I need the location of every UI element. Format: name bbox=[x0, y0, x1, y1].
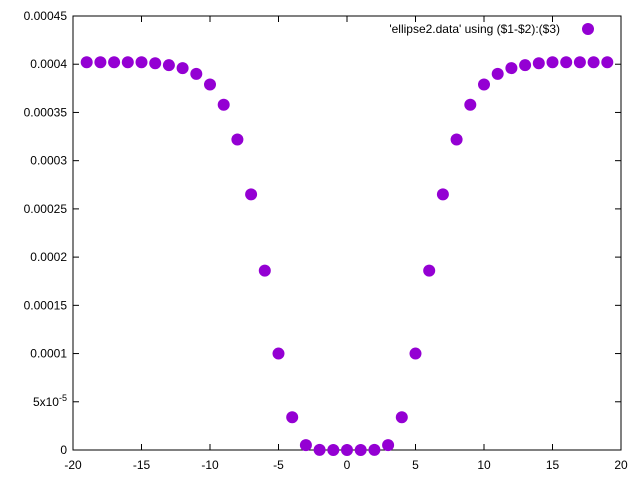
data-point bbox=[135, 56, 148, 69]
data-point bbox=[258, 264, 271, 277]
data-point bbox=[94, 56, 107, 69]
data-point bbox=[299, 439, 312, 452]
data-point bbox=[176, 62, 189, 75]
y-tick-label: 0.0004 bbox=[30, 57, 67, 71]
data-point bbox=[190, 67, 203, 80]
data-point bbox=[519, 59, 532, 72]
data-point bbox=[423, 264, 436, 277]
data-point bbox=[327, 444, 340, 456]
data-point bbox=[464, 98, 477, 111]
data-point bbox=[436, 188, 449, 201]
data-point bbox=[409, 347, 422, 360]
data-point bbox=[80, 56, 93, 69]
data-point bbox=[204, 78, 216, 91]
data-point bbox=[286, 411, 299, 424]
data-point bbox=[382, 439, 395, 452]
data-point bbox=[505, 62, 518, 75]
data-points bbox=[80, 56, 614, 456]
data-point bbox=[560, 56, 573, 69]
y-tick-label: 0.00045 bbox=[24, 9, 68, 23]
x-tick-label: -15 bbox=[133, 458, 151, 472]
data-point bbox=[368, 443, 381, 456]
data-point bbox=[532, 57, 545, 70]
y-tick-label: 0.0003 bbox=[30, 154, 67, 168]
y-tick-label: 0 bbox=[60, 443, 67, 457]
data-point bbox=[231, 133, 244, 146]
data-point bbox=[587, 56, 600, 69]
x-tick-label: 5 bbox=[412, 458, 419, 472]
data-point bbox=[354, 444, 367, 456]
x-tick-label: 0 bbox=[344, 458, 351, 472]
data-point bbox=[162, 59, 175, 72]
data-point bbox=[546, 56, 559, 69]
data-point bbox=[272, 347, 285, 360]
y-tick-label: 0.00015 bbox=[24, 298, 68, 312]
data-point bbox=[245, 188, 258, 201]
x-tick-label: 15 bbox=[546, 458, 560, 472]
x-tick-label: -5 bbox=[273, 458, 284, 472]
y-axis: 0 5x10-5 0.0001 0.00015 0.0002 0.00025 0.0003 0… bbox=[24, 9, 621, 457]
y-tick-label: 0.00025 bbox=[24, 202, 68, 216]
data-point bbox=[395, 411, 408, 424]
data-point bbox=[478, 78, 490, 91]
plot-border bbox=[72, 15, 622, 451]
data-point bbox=[313, 443, 326, 456]
plot-frame bbox=[72, 15, 622, 451]
x-axis: -20 -15 -10 -5 0 5 10 15 20 bbox=[64, 16, 628, 472]
y-tick-label: 0.0002 bbox=[30, 250, 67, 264]
legend-marker bbox=[582, 23, 594, 35]
data-point bbox=[108, 56, 121, 69]
data-point bbox=[491, 67, 504, 80]
data-point bbox=[573, 56, 586, 69]
y-tick-label: 0.0001 bbox=[30, 347, 67, 361]
legend-label: 'ellipse2.data' using ($1-$2):($3) bbox=[389, 22, 560, 36]
x-tick-label: 20 bbox=[614, 458, 628, 472]
x-tick-label: 10 bbox=[477, 458, 491, 472]
y-tick-label: 0.00035 bbox=[24, 105, 68, 119]
x-tick-label: -20 bbox=[64, 458, 82, 472]
legend: 'ellipse2.data' using ($1-$2):($3) bbox=[389, 22, 594, 36]
data-point bbox=[149, 57, 162, 70]
data-point bbox=[450, 133, 463, 146]
x-tick-label: -10 bbox=[201, 458, 219, 472]
y-tick-label: 5x10-5 bbox=[33, 393, 67, 409]
data-point bbox=[217, 98, 230, 111]
data-point bbox=[121, 56, 134, 69]
data-point bbox=[341, 444, 353, 456]
data-point bbox=[601, 56, 614, 69]
